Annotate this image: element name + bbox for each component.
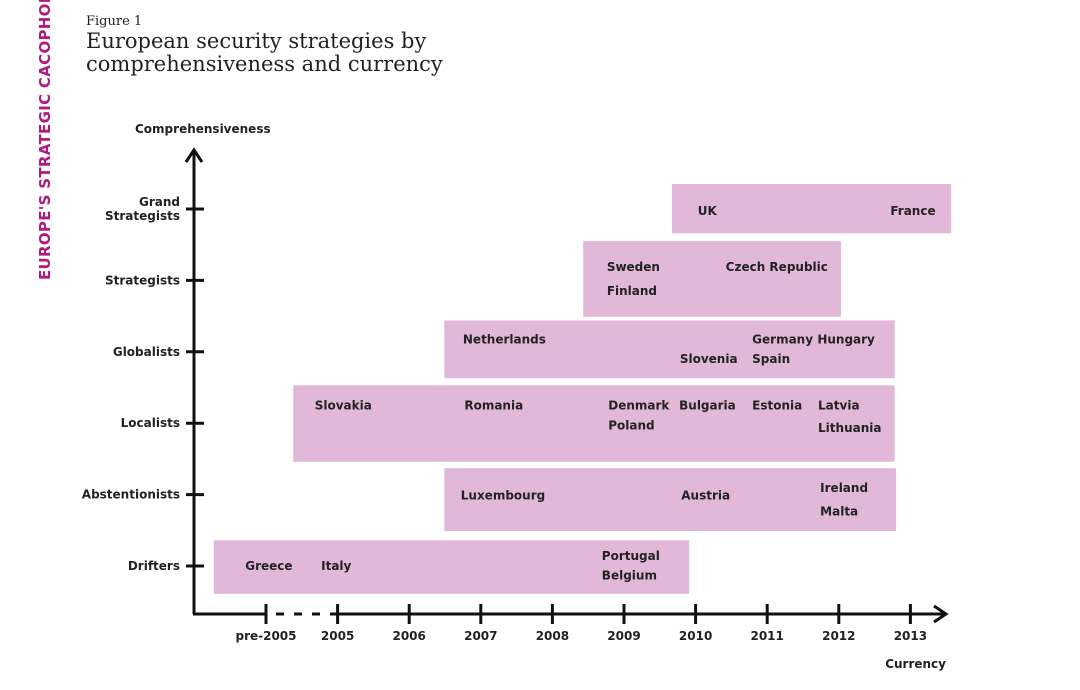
y-tick-label: Localists (121, 416, 180, 430)
x-tick-label: 2006 (392, 629, 425, 643)
country-label: Sweden (607, 260, 660, 274)
y-tick-label: Strategists (105, 273, 180, 287)
band-globalists (444, 320, 895, 379)
y-tick-label: Abstentionists (82, 488, 180, 502)
x-tick-label: 2009 (607, 629, 640, 643)
figure-number: Figure 1 (86, 14, 143, 29)
band-strategists (583, 241, 841, 317)
country-label: Poland (608, 418, 654, 432)
x-tick-label: 2011 (750, 629, 783, 643)
x-axis-arrow (933, 604, 949, 624)
x-tick-label: 2012 (822, 629, 855, 643)
x-tick-label: 2005 (321, 629, 354, 643)
country-label: Malta (820, 505, 858, 519)
country-label: Romania (464, 398, 523, 412)
band-abstentionists (444, 468, 897, 532)
country-label: Finland (607, 284, 657, 298)
figure-title: European security strategies by comprehe… (86, 29, 443, 76)
x-tick-label: 2010 (679, 629, 712, 643)
country-label: Austria (681, 488, 730, 502)
country-label: Italy (321, 559, 351, 573)
country-label: Belgium (602, 568, 657, 582)
x-axis-title: Currency (885, 657, 946, 671)
country-label: Latvia (818, 398, 860, 412)
y-tick-label: Globalists (113, 345, 180, 359)
y-tick-label: Grand Strategists (105, 195, 180, 223)
country-label: Czech Republic (726, 260, 828, 274)
band-localists (293, 385, 895, 462)
country-label: Germany (752, 333, 813, 347)
country-label: Slovenia (680, 352, 738, 366)
x-tick-label: pre-2005 (235, 629, 296, 643)
country-label: Luxembourg (461, 488, 545, 502)
band-drifters (213, 540, 690, 594)
band-grand-strategists (671, 184, 952, 234)
country-label: Portugal (602, 549, 660, 563)
y-tick-label: Drifters (128, 559, 180, 573)
country-label: Lithuania (818, 421, 881, 435)
country-label: Bulgaria (679, 398, 736, 412)
country-label: Estonia (752, 398, 802, 412)
country-label: Spain (752, 352, 790, 366)
x-tick-label: 2007 (464, 629, 497, 643)
y-axis-arrow (184, 147, 204, 163)
x-tick-label: 2013 (894, 629, 927, 643)
y-axis-title: Comprehensiveness (135, 122, 271, 136)
country-label: Netherlands (463, 333, 546, 347)
country-label: Ireland (820, 481, 868, 495)
country-label: Hungary (817, 333, 875, 347)
country-label: Greece (245, 559, 292, 573)
country-label: Denmark (608, 398, 670, 412)
country-label: UK (698, 204, 718, 218)
country-label: Slovakia (315, 398, 372, 412)
country-label: France (890, 204, 935, 218)
x-tick-label: 2008 (536, 629, 569, 643)
